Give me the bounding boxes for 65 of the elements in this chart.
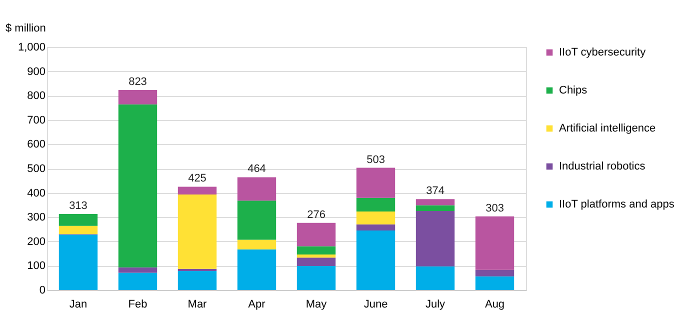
x-tick-label: Aug [484, 298, 505, 310]
bar [416, 211, 455, 266]
y-tick-label: 400 [27, 187, 46, 200]
legend-label: IIoT platforms and apps [559, 198, 675, 210]
bar [296, 222, 336, 246]
total-label: 503 [366, 154, 385, 166]
bar [296, 254, 336, 258]
bar [118, 90, 158, 104]
total-label: 374 [426, 185, 444, 198]
y-tick-label: 100 [27, 260, 46, 272]
legend-label: Industrial robotics [559, 160, 646, 172]
bar [416, 205, 455, 212]
bar [296, 246, 336, 255]
bar [475, 216, 514, 270]
y-tick-label: 0 [39, 284, 46, 296]
y-axis-title: $ million [6, 22, 46, 34]
bar [178, 268, 217, 272]
y-tick-label: 800 [27, 90, 46, 102]
bar [178, 186, 217, 194]
total-label: 425 [188, 172, 206, 185]
bar [296, 258, 336, 266]
total-label: 464 [248, 163, 266, 176]
total-label: 303 [486, 202, 504, 214]
bar [118, 267, 158, 273]
y-tick-label: 600 [27, 138, 46, 151]
x-tick-label: Mar [188, 298, 208, 310]
y-tick-label: 500 [27, 163, 46, 175]
bar [178, 271, 217, 290]
bar [356, 198, 396, 212]
total-label: 823 [128, 76, 147, 88]
bar [118, 104, 158, 268]
bar [237, 177, 276, 201]
legend-label: IIoT cybersecurity [559, 46, 646, 58]
bar [58, 234, 98, 290]
bar [237, 249, 276, 290]
y-tick-label: 300 [27, 212, 46, 224]
x-tick-label: Feb [128, 298, 148, 310]
y-tick-label: 1,000 [18, 42, 46, 54]
bar [475, 276, 514, 290]
bar [416, 199, 455, 206]
bar [296, 266, 336, 290]
bar [356, 224, 396, 230]
bar [118, 272, 158, 290]
x-tick-label: May [306, 298, 328, 310]
bar [58, 226, 98, 234]
bar [178, 194, 217, 269]
y-tick-label: 200 [27, 236, 46, 248]
bar [356, 212, 396, 224]
bar [356, 168, 396, 198]
legend-label: Chips [559, 84, 588, 96]
y-tick-label: 900 [27, 66, 46, 78]
bar [475, 270, 514, 276]
x-tick-label: June [364, 298, 388, 310]
bar [356, 230, 396, 290]
total-label: 313 [69, 200, 88, 212]
x-tick-label: July [425, 298, 446, 310]
x-tick-label: Jan [69, 298, 88, 310]
legend-label: Artificial intelligence [559, 122, 656, 134]
bar [58, 214, 98, 226]
x-tick-label: Apr [248, 298, 266, 310]
y-tick-label: 700 [27, 114, 46, 126]
bar [237, 200, 276, 240]
bar [416, 266, 455, 290]
total-label: 276 [307, 208, 326, 221]
bar [237, 240, 276, 250]
